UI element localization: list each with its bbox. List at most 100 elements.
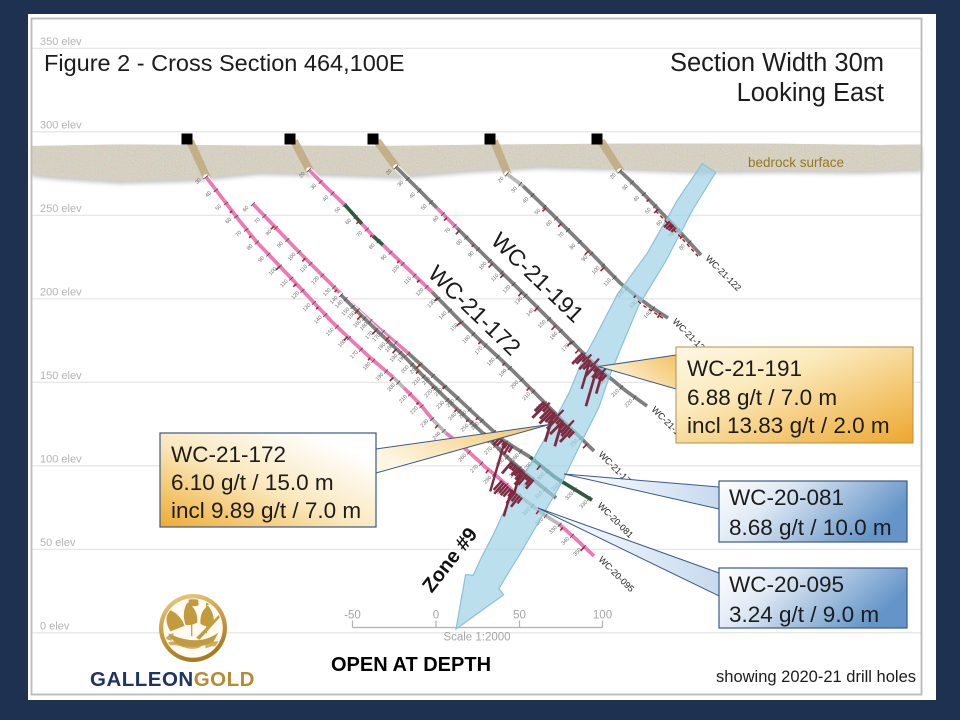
svg-text:70: 70 — [356, 230, 364, 238]
svg-text:120: 120 — [310, 275, 321, 286]
svg-text:270: 270 — [484, 446, 495, 457]
svg-text:240: 240 — [432, 431, 443, 442]
svg-text:50: 50 — [644, 207, 652, 215]
svg-text:100: 100 — [287, 252, 298, 263]
svg-text:100: 100 — [478, 261, 489, 272]
svg-text:210: 210 — [521, 391, 532, 402]
svg-text:120: 120 — [502, 284, 513, 295]
svg-text:20: 20 — [385, 168, 393, 176]
svg-text:60: 60 — [545, 219, 553, 227]
svg-text:160: 160 — [337, 338, 348, 349]
svg-text:170: 170 — [561, 343, 572, 354]
svg-text:70: 70 — [235, 230, 243, 238]
svg-text:340: 340 — [561, 536, 572, 547]
svg-text:50: 50 — [334, 206, 342, 214]
svg-text:160: 160 — [353, 318, 364, 329]
svg-text:220: 220 — [409, 405, 420, 416]
svg-text:incl 9.89 g/t / 7.0 m: incl 9.89 g/t / 7.0 m — [171, 498, 361, 523]
svg-text:150: 150 — [341, 307, 352, 318]
svg-text:150: 150 — [450, 322, 461, 333]
svg-text:110: 110 — [603, 277, 613, 287]
svg-text:40: 40 — [633, 195, 641, 203]
svg-text:200 elev: 200 elev — [40, 286, 82, 298]
svg-text:80: 80 — [678, 243, 686, 251]
svg-text:200: 200 — [400, 364, 411, 375]
svg-text:50 elev: 50 elev — [40, 537, 76, 549]
svg-text:WC-21-191: WC-21-191 — [687, 356, 802, 381]
svg-text:200: 200 — [386, 382, 397, 393]
svg-text:240: 240 — [448, 411, 459, 422]
svg-text:30: 30 — [397, 180, 405, 188]
svg-text:GALLEONGOLD: GALLEONGOLD — [90, 668, 255, 691]
svg-text:160: 160 — [462, 334, 473, 345]
svg-text:Figure 2 - Cross Section 464,1: Figure 2 - Cross Section 464,100E — [44, 50, 405, 76]
svg-text:100: 100 — [591, 265, 602, 276]
svg-text:190: 190 — [397, 354, 408, 365]
svg-text:20: 20 — [497, 176, 505, 184]
svg-text:200: 200 — [510, 380, 521, 391]
svg-text:30: 30 — [194, 177, 202, 185]
svg-text:90: 90 — [467, 250, 475, 258]
svg-text:90: 90 — [581, 255, 589, 263]
svg-text:0 elev: 0 elev — [40, 620, 70, 632]
svg-text:40: 40 — [322, 195, 330, 203]
svg-text:0: 0 — [433, 610, 439, 622]
svg-text:200: 200 — [409, 365, 420, 376]
svg-text:140: 140 — [643, 310, 654, 321]
svg-text:190: 190 — [375, 372, 386, 383]
svg-text:120: 120 — [291, 290, 302, 301]
svg-text:6.88 g/t / 7.0 m: 6.88 g/t / 7.0 m — [687, 385, 837, 410]
svg-text:incl 13.83 g/t / 2.0 m: incl 13.83 g/t / 2.0 m — [687, 413, 890, 438]
svg-text:110: 110 — [490, 273, 500, 283]
svg-text:90: 90 — [276, 241, 284, 249]
svg-text:140: 140 — [438, 310, 449, 321]
svg-text:70: 70 — [557, 231, 565, 239]
svg-text:350: 350 — [573, 547, 584, 558]
svg-text:350 elev: 350 elev — [40, 36, 82, 48]
svg-text:160: 160 — [359, 321, 370, 332]
svg-text:170: 170 — [365, 330, 376, 341]
svg-text:20: 20 — [298, 171, 306, 179]
svg-text:70: 70 — [444, 227, 452, 235]
svg-text:280: 280 — [483, 475, 494, 486]
svg-text:250 elev: 250 elev — [40, 203, 82, 215]
svg-text:WC-20-095: WC-20-095 — [729, 572, 844, 597]
svg-text:180: 180 — [362, 361, 373, 372]
svg-text:320: 320 — [535, 517, 546, 528]
svg-text:90: 90 — [380, 254, 388, 262]
svg-text:60: 60 — [242, 205, 250, 213]
svg-text:80: 80 — [569, 243, 577, 251]
svg-text:140: 140 — [525, 307, 536, 318]
svg-text:230: 230 — [446, 398, 457, 409]
svg-text:110: 110 — [299, 264, 309, 274]
svg-text:150 elev: 150 elev — [40, 370, 82, 382]
svg-text:270: 270 — [470, 464, 481, 475]
svg-text:50: 50 — [534, 208, 542, 216]
svg-text:60: 60 — [656, 219, 664, 227]
svg-text:210: 210 — [610, 388, 621, 399]
svg-text:30: 30 — [310, 183, 318, 191]
svg-text:150: 150 — [537, 319, 548, 330]
svg-text:170: 170 — [474, 346, 485, 357]
svg-text:210: 210 — [398, 394, 409, 405]
svg-text:WC-20-081: WC-20-081 — [729, 485, 844, 510]
svg-text:230: 230 — [420, 418, 431, 429]
svg-text:140: 140 — [313, 315, 324, 326]
svg-text:60: 60 — [225, 217, 233, 225]
svg-text:240: 240 — [458, 410, 469, 421]
svg-text:110: 110 — [279, 278, 289, 288]
svg-text:130: 130 — [426, 299, 437, 310]
svg-text:Looking East: Looking East — [737, 79, 884, 107]
svg-text:210: 210 — [412, 376, 423, 387]
svg-text:Section Width 30m: Section Width 30m — [670, 49, 884, 77]
svg-text:30: 30 — [621, 184, 629, 192]
svg-text:220: 220 — [424, 388, 435, 399]
svg-text:6.10 g/t / 15.0 m: 6.10 g/t / 15.0 m — [171, 470, 334, 495]
svg-text:190: 190 — [389, 353, 400, 364]
svg-text:330: 330 — [548, 525, 559, 536]
svg-text:100 elev: 100 elev — [40, 453, 82, 465]
svg-text:250: 250 — [470, 421, 481, 432]
svg-text:40: 40 — [522, 196, 530, 204]
svg-text:100: 100 — [593, 610, 612, 622]
svg-text:80: 80 — [455, 238, 463, 246]
